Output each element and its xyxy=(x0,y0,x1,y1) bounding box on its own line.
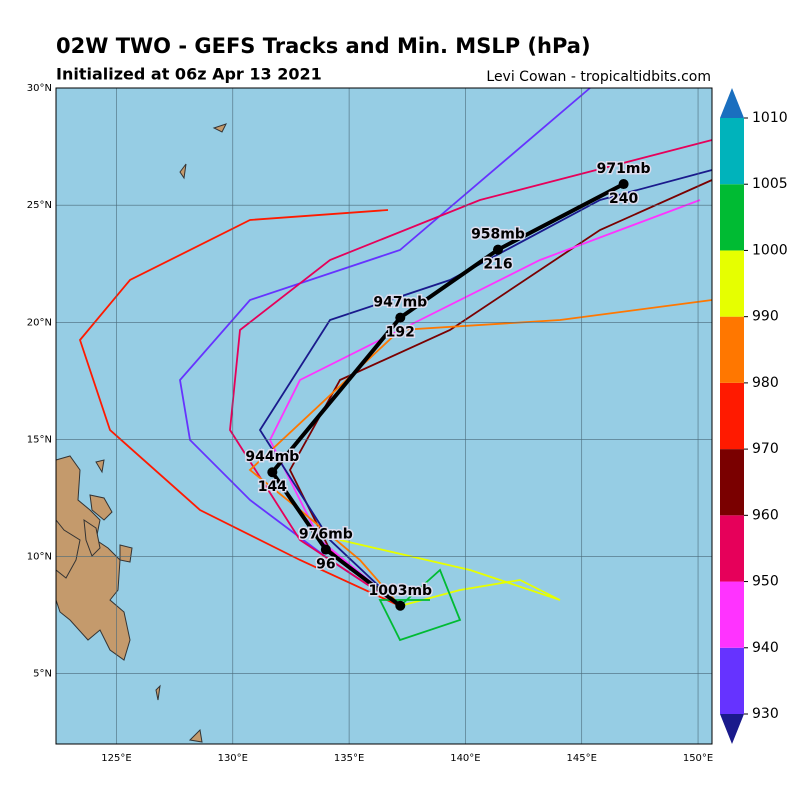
track-point xyxy=(395,600,406,611)
colorbar-label: 970 xyxy=(752,441,779,457)
colorbar-label: 990 xyxy=(752,309,779,325)
track-point xyxy=(395,312,406,323)
land xyxy=(55,123,227,743)
colorbar-label: 950 xyxy=(752,574,779,590)
colorbar-over xyxy=(720,88,744,118)
subtitle: Initialized at 06z Apr 13 2021 xyxy=(56,65,322,84)
colorbar-label: 940 xyxy=(752,640,779,656)
hour-label: 144 xyxy=(258,479,287,495)
colorbar-band xyxy=(720,250,744,317)
mean-track: 1003mb 976mb 96 944mb 144 947mb 192 958mb 216 971… xyxy=(244,160,652,611)
hour-label: 192 xyxy=(386,325,415,341)
track-point xyxy=(267,467,278,478)
y-tick-label: 30°N xyxy=(27,83,52,94)
colorbar-band xyxy=(720,316,744,383)
colorbar: 930 940 950 960 970 980 990 1000 1005 1010 xyxy=(720,88,788,744)
y-tick-label: 25°N xyxy=(27,200,52,211)
y-tick-label: 15°N xyxy=(27,434,52,445)
pressure-label: 1003mb xyxy=(368,583,432,599)
colorbar-under xyxy=(720,714,744,744)
track-point xyxy=(618,179,629,190)
pressure-label: 944mb xyxy=(245,449,299,465)
colorbar-label: 1000 xyxy=(752,242,788,258)
colorbar-label: 930 xyxy=(752,706,779,722)
colorbar-band xyxy=(720,382,744,450)
x-tick-label: 130°E xyxy=(218,753,248,764)
credit: Levi Cowan - tropicaltidbits.com xyxy=(486,69,711,85)
y-tick-label: 5°N xyxy=(33,669,52,680)
mean-track-line xyxy=(269,182,625,608)
x-tick-label: 150°E xyxy=(683,753,713,764)
colorbar-label: 960 xyxy=(752,507,779,523)
colorbar-band xyxy=(720,184,744,251)
hour-label: 216 xyxy=(483,257,512,273)
colorbar-label: 980 xyxy=(752,375,779,391)
y-tick-label: 10°N xyxy=(27,552,52,563)
colorbar-label: 1005 xyxy=(752,176,788,192)
y-tick-label: 20°N xyxy=(27,317,52,328)
colorbar-band xyxy=(720,449,744,516)
x-tick-label: 135°E xyxy=(334,753,364,764)
colorbar-band xyxy=(720,515,744,582)
colorbar-band xyxy=(720,581,744,648)
x-tick-label: 125°E xyxy=(101,753,131,764)
x-tick-label: 145°E xyxy=(567,753,597,764)
pressure-label: 958mb xyxy=(471,227,525,243)
colorbar-label: 1010 xyxy=(752,110,788,126)
track-point xyxy=(492,244,503,255)
pressure-label: 971mb xyxy=(597,161,651,177)
ocean xyxy=(56,88,712,744)
pressure-label: 947mb xyxy=(373,295,427,311)
track-point xyxy=(320,544,331,555)
x-tick-label: 140°E xyxy=(450,753,480,764)
hour-label: 96 xyxy=(316,557,335,573)
colorbar-band xyxy=(720,118,744,185)
title: 02W TWO - GEFS Tracks and Min. MSLP (hPa… xyxy=(56,34,591,58)
hour-label: 240 xyxy=(609,191,638,207)
map-frame xyxy=(55,87,713,745)
colorbar-band xyxy=(720,647,744,714)
pressure-label: 976mb xyxy=(299,527,353,543)
